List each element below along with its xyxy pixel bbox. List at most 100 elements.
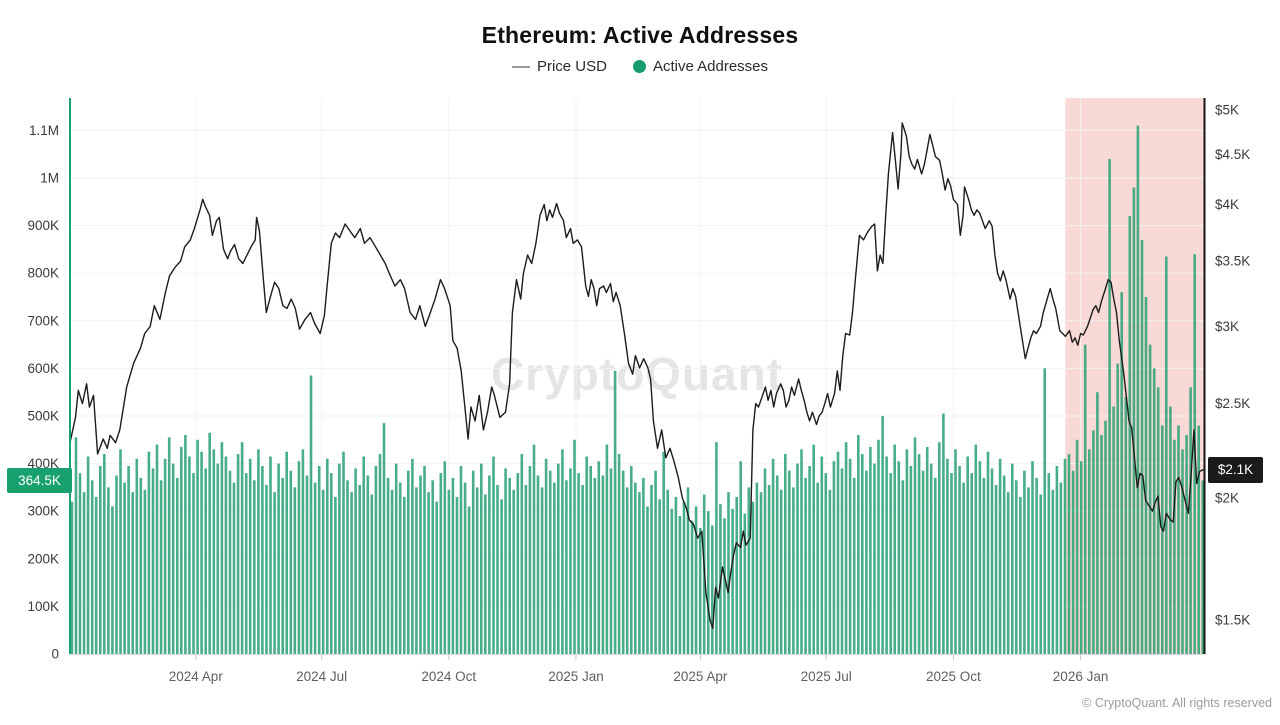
active-addresses-bar — [901, 480, 905, 654]
active-addresses-bar — [1006, 492, 1010, 654]
active-addresses-bar — [1059, 482, 1063, 654]
active-addresses-bar — [553, 482, 556, 654]
active-addresses-bar — [1039, 494, 1042, 654]
active-addresses-bar — [1051, 489, 1055, 654]
active-addresses-bar — [123, 482, 126, 654]
active-addresses-bar — [293, 487, 297, 654]
active-addresses-bar — [832, 461, 836, 654]
active-addresses-bar — [244, 473, 248, 654]
active-addresses-bar — [909, 466, 913, 654]
active-addresses-bar — [617, 454, 621, 654]
active-addresses-bar — [994, 485, 998, 654]
active-addresses-bar — [585, 456, 588, 654]
active-addresses-bar — [711, 525, 714, 654]
active-addresses-bar — [986, 451, 990, 654]
active-addresses-bar — [103, 454, 106, 654]
active-addresses-bar — [439, 473, 443, 654]
plot-area[interactable] — [70, 98, 1205, 654]
active-addresses-bar — [1023, 470, 1026, 654]
active-addresses-bar — [224, 456, 228, 654]
y-left-tick-label: 100K — [27, 599, 59, 614]
active-addresses-bar — [471, 470, 475, 654]
active-addresses-bar — [897, 461, 901, 654]
active-addresses-bar — [788, 470, 791, 654]
active-addresses-bar — [1075, 439, 1079, 654]
active-addresses-bar — [480, 463, 483, 654]
active-addresses-bar — [317, 466, 321, 654]
active-addresses-bar — [1088, 449, 1091, 654]
active-addresses-bar — [386, 477, 390, 654]
active-addresses-bar — [313, 482, 317, 654]
active-addresses-dot-icon — [632, 60, 646, 73]
active-addresses-bar — [1035, 477, 1038, 654]
legend-label-price: Price USD — [536, 58, 607, 75]
active-addresses-bar — [1015, 480, 1018, 654]
active-addresses-bar — [1047, 473, 1051, 654]
active-addresses-bar — [1181, 449, 1184, 654]
active-addresses-bar — [820, 456, 824, 654]
active-addresses-bar — [208, 432, 211, 654]
active-addresses-bar — [139, 477, 143, 654]
active-addresses-bar — [804, 477, 807, 654]
active-addresses-bar — [638, 492, 641, 654]
active-addresses-bar — [621, 470, 625, 654]
active-addresses-bar — [394, 463, 398, 654]
active-addresses-bar — [488, 475, 491, 654]
y-right-tick-label: $3.5K — [1215, 254, 1250, 269]
y-left-tick-label: 600K — [27, 361, 59, 376]
y-right-tick-label: $4.5K — [1215, 147, 1250, 162]
active-addresses-bar — [1124, 397, 1128, 654]
active-addresses-bar — [743, 513, 747, 654]
legend-item-price[interactable]: Price USD — [511, 58, 607, 75]
x-tick-label: 2026 Jan — [1053, 669, 1109, 684]
active-addresses-bar — [1104, 420, 1107, 654]
active-addresses-bar — [330, 473, 333, 654]
active-addresses-bar — [265, 485, 268, 654]
active-addresses-bar — [475, 487, 479, 654]
active-addresses-bar — [467, 506, 471, 654]
active-addresses-bar — [1148, 344, 1152, 654]
active-addresses-bar — [155, 444, 159, 654]
active-addresses-bar — [747, 487, 751, 654]
active-addresses-bar — [934, 477, 937, 654]
active-addresses-bar — [577, 473, 580, 654]
active-addresses-bar — [423, 466, 426, 654]
active-addresses-bar — [1071, 470, 1075, 654]
active-addresses-bar — [455, 496, 459, 654]
active-addresses-bar — [184, 435, 187, 654]
active-addresses-bar — [1043, 368, 1046, 654]
active-addresses-bar — [496, 485, 499, 654]
active-addresses-bar — [540, 487, 544, 654]
active-addresses-bar — [236, 454, 240, 654]
legend-item-active-addresses[interactable]: Active Addresses — [632, 58, 768, 75]
active-addresses-bar — [1083, 344, 1087, 654]
active-addresses-bar — [107, 487, 110, 654]
active-addresses-bar — [824, 473, 828, 654]
active-addresses-bar — [342, 451, 345, 654]
active-addresses-bar — [151, 468, 155, 654]
active-addresses-bar — [228, 470, 232, 654]
active-addresses-bar — [796, 463, 799, 654]
active-addresses-bar — [808, 466, 811, 654]
active-addresses-bar — [974, 444, 978, 654]
active-addresses-bar — [1031, 461, 1034, 654]
active-addresses-bar — [707, 511, 710, 654]
active-addresses-bar — [1169, 406, 1172, 654]
active-addresses-bar — [544, 458, 548, 654]
active-addresses-bar — [1165, 256, 1168, 654]
active-addresses-bar — [536, 475, 540, 654]
active-addresses-bar — [338, 463, 341, 654]
active-addresses-bar — [147, 451, 151, 654]
active-addresses-bar — [1201, 480, 1205, 654]
active-addresses-bar — [403, 496, 406, 654]
active-addresses-bar — [508, 477, 511, 654]
active-addresses-bar — [597, 461, 601, 654]
active-addresses-bar — [159, 480, 163, 654]
active-addresses-bar — [958, 466, 961, 654]
active-addresses-bar — [954, 449, 957, 654]
active-addresses-bar — [1132, 187, 1136, 654]
active-addresses-bar — [913, 437, 917, 654]
active-addresses-bar — [727, 492, 730, 654]
active-addresses-bar — [840, 468, 844, 654]
chart-title: Ethereum: Active Addresses — [481, 22, 799, 48]
